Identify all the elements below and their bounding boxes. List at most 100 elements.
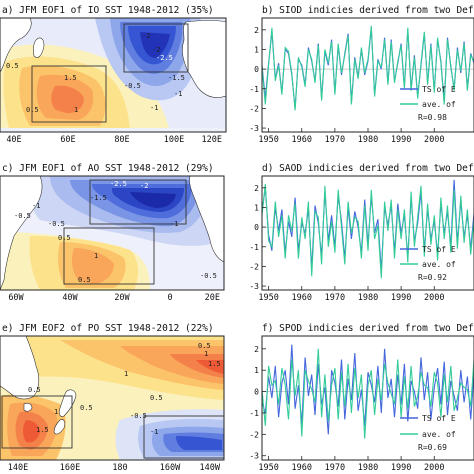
xtick-label: 1950: [258, 135, 278, 145]
map-panel-e: e) JFM EOF2 of PO SST 1948-2012 (22%): [0, 323, 225, 473]
xtick-label: 1980: [358, 135, 378, 145]
series-line-ts: [262, 344, 474, 435]
correlation-label: R=0.98: [418, 113, 447, 122]
ytick-label: 2: [254, 26, 259, 35]
ytick-label: 0: [254, 65, 259, 74]
legend-b: TS of E ave. of R=0.98: [400, 85, 456, 122]
legend-label-ts: TS of E: [422, 414, 456, 423]
map-xtick: 20E: [205, 293, 220, 303]
contour-label: -1: [150, 104, 158, 112]
series-line-ts: [262, 179, 474, 271]
legend-f: TS of E ave. of R=0.69: [400, 414, 456, 452]
series-line-ave: [262, 183, 474, 279]
contour-label: -0.5: [200, 272, 217, 280]
series-line-ave: [262, 348, 474, 439]
contour-label: -1: [174, 90, 182, 98]
map-xtick: 20W: [114, 293, 130, 303]
contour-label: -1: [150, 428, 158, 436]
map-contour-labels-c: -2.5 -2 -1.5 -1 -0.5 -0.5 0.5 1 0.5 -0.5…: [14, 180, 217, 284]
map-title-c: c) JFM EOF1 of AO SST 1948-2012 (29%): [2, 163, 214, 174]
map-panel-a: a) JFM EOF1 of IO SST 1948-2012 (35%) -2: [0, 5, 227, 145]
ytick-label: -2: [249, 104, 259, 113]
map-xtick: 140E: [8, 463, 28, 473]
map-xtick: 0: [167, 293, 172, 303]
ytick-label: -3: [249, 124, 259, 133]
contour-label: -0.5: [14, 212, 31, 220]
map-xaxis-a: 40E 60E 80E 100E 120E: [6, 135, 222, 145]
ytick-label: 1: [254, 45, 259, 54]
map-xaxis-e: 140E 160E 180 160W 140W: [8, 463, 221, 473]
map-xtick: 60W: [8, 293, 24, 303]
xtick-label: 1970: [325, 293, 345, 303]
legend-label-ave: ave. of: [422, 260, 456, 269]
ytick-label: -3: [249, 282, 259, 291]
xtick-label: 1980: [358, 293, 378, 303]
map-xtick: 140W: [200, 463, 221, 473]
xtick-label: 1970: [325, 135, 345, 145]
contour-label: 1.5: [36, 426, 49, 434]
map-xaxis-c: 60W 40W 20W 0 20E: [8, 293, 220, 303]
contour-label: 0.5: [28, 386, 41, 394]
contour-label: 1: [54, 408, 58, 416]
contour-label: -1.5: [90, 194, 107, 202]
contour-label: -1: [32, 202, 40, 210]
map-xtick: 120E: [202, 135, 222, 145]
series-line-ave: [262, 25, 474, 111]
xtick-label: 1960: [292, 463, 312, 473]
map-xtick: 160W: [160, 463, 181, 473]
correlation-label: R=0.69: [418, 443, 447, 452]
contour-label: 1.5: [208, 360, 221, 368]
timeseries-panel-f: f) SPOD indicies derived from two Defs. …: [249, 323, 474, 473]
ytick-label: 0: [254, 388, 259, 397]
contour-label: -2.5: [156, 54, 173, 62]
contour-label: 0.5: [58, 234, 71, 242]
legend-label-ave: ave. of: [422, 100, 456, 109]
contour-label: 1: [94, 252, 98, 260]
contour-label: 1: [124, 370, 128, 378]
contour-label: 1.5: [64, 74, 77, 82]
contour-label: -1: [170, 220, 178, 228]
map-xtick: 100E: [164, 135, 184, 145]
map-xtick: 40W: [62, 293, 78, 303]
ytick-label: 2: [254, 345, 259, 354]
xtick-label: 1950: [258, 293, 278, 303]
timeseries-panel-d: d) SAOD indicies derived from two Defs. …: [249, 163, 474, 303]
ytick-label: 1: [254, 203, 259, 212]
map-title-a: a) JFM EOF1 of IO SST 1948-2012 (35%): [2, 5, 214, 16]
correlation-label: R=0.92: [418, 273, 447, 282]
ts-title-d: d) SAOD indicies derived from two Defs.: [262, 163, 474, 174]
contour-label: 0.5: [80, 404, 93, 412]
contour-label: -2: [142, 32, 150, 40]
xtick-label: 1990: [391, 293, 411, 303]
xtick-label: 2000: [424, 135, 444, 145]
contour-label: -2.5: [110, 180, 127, 188]
ytick-label: 2: [254, 184, 259, 193]
ytick-label: -1: [249, 85, 259, 94]
map-xtick: 160E: [60, 463, 80, 473]
map-contour-labels-a: -2 -2 -2.5 -1.5 -1 -1 -0.5 0.5 1.5 1 0.5: [6, 32, 185, 114]
map-title-e: e) JFM EOF2 of PO SST 1948-2012 (22%): [2, 323, 214, 334]
ytick-label: -3: [249, 452, 259, 461]
contour-label: -2: [152, 46, 160, 54]
ts-title-f: f) SPOD indicies derived from two Defs.: [262, 323, 474, 334]
legend-label-ts: TS of E: [422, 85, 456, 94]
ts-title-b: b) SIOD indicies derived from two Defs.: [262, 5, 474, 16]
xtick-label: 1950: [258, 463, 278, 473]
contour-label: 1: [204, 350, 208, 358]
legend-d: TS of E ave. of R=0.92: [400, 245, 456, 282]
contour-label: 1: [74, 106, 78, 114]
ytick-label: -1: [249, 243, 259, 252]
contour-label: -0.5: [130, 412, 147, 420]
xtick-label: 1960: [292, 135, 312, 145]
legend-label-ave: ave. of: [422, 430, 456, 439]
contour-label: 0.5: [198, 342, 211, 350]
map-panel-c: c) JFM EOF1 of AO SST 1948-2012 (29%) -2…: [0, 163, 225, 303]
legend-label-ts: TS of E: [422, 245, 456, 254]
contour-label: -1.5: [168, 74, 185, 82]
xtick-label: 1960: [292, 293, 312, 303]
map-xtick: 60E: [60, 135, 75, 145]
contour-label: 0.5: [26, 106, 39, 114]
map-xtick: 180: [112, 463, 127, 473]
ytick-label: 0: [254, 223, 259, 232]
